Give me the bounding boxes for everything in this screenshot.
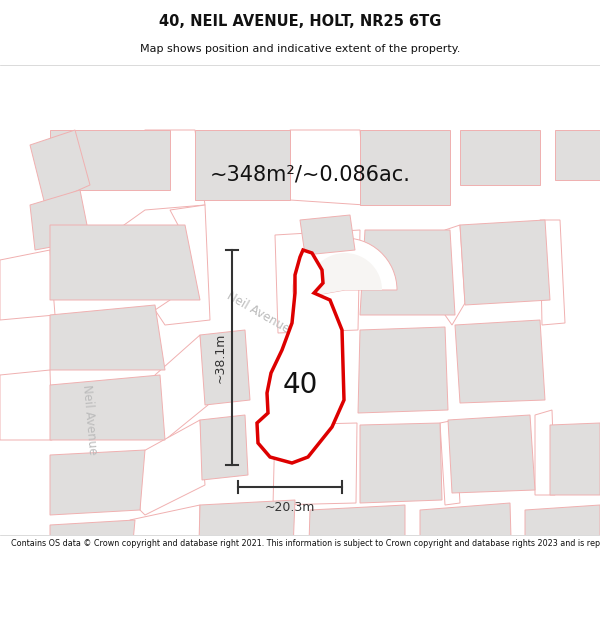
- Text: Neil Avenue: Neil Avenue: [80, 384, 100, 456]
- Polygon shape: [550, 423, 600, 495]
- Polygon shape: [360, 423, 442, 503]
- Polygon shape: [257, 250, 344, 463]
- Polygon shape: [360, 230, 455, 315]
- Text: Map shows position and indicative extent of the property.: Map shows position and indicative extent…: [140, 44, 460, 54]
- Polygon shape: [275, 230, 360, 333]
- Polygon shape: [308, 505, 405, 577]
- Polygon shape: [50, 375, 165, 440]
- Polygon shape: [155, 335, 208, 440]
- Polygon shape: [273, 423, 357, 505]
- Polygon shape: [195, 130, 290, 200]
- Text: 40: 40: [283, 371, 317, 399]
- Text: 40, NEIL AVENUE, HOLT, NR25 6TG: 40, NEIL AVENUE, HOLT, NR25 6TG: [159, 14, 441, 29]
- Text: Neil Avenue: Neil Avenue: [224, 290, 292, 336]
- Text: ~38.1m: ~38.1m: [214, 332, 227, 382]
- Wedge shape: [293, 238, 397, 299]
- Polygon shape: [50, 305, 165, 370]
- Polygon shape: [460, 220, 550, 305]
- Polygon shape: [0, 370, 52, 440]
- Polygon shape: [540, 220, 565, 325]
- Polygon shape: [140, 420, 205, 515]
- Polygon shape: [130, 505, 200, 581]
- Polygon shape: [290, 130, 365, 205]
- Polygon shape: [300, 215, 355, 255]
- Polygon shape: [535, 410, 555, 495]
- Polygon shape: [50, 225, 200, 300]
- Text: ~20.3m: ~20.3m: [265, 501, 315, 514]
- Polygon shape: [440, 420, 460, 505]
- Polygon shape: [555, 130, 600, 180]
- Polygon shape: [445, 225, 465, 325]
- Text: Contains OS data © Crown copyright and database right 2021. This information is : Contains OS data © Crown copyright and d…: [11, 539, 600, 549]
- Polygon shape: [30, 190, 90, 250]
- Polygon shape: [50, 520, 135, 580]
- Polygon shape: [0, 250, 55, 320]
- Polygon shape: [30, 130, 90, 205]
- Polygon shape: [200, 415, 248, 480]
- Polygon shape: [455, 320, 545, 403]
- Polygon shape: [50, 450, 145, 515]
- Polygon shape: [358, 327, 448, 413]
- Polygon shape: [460, 130, 540, 185]
- Wedge shape: [308, 253, 382, 296]
- Polygon shape: [448, 415, 535, 493]
- Polygon shape: [200, 330, 250, 405]
- Polygon shape: [155, 205, 210, 325]
- Polygon shape: [290, 575, 310, 600]
- Polygon shape: [420, 503, 512, 577]
- Polygon shape: [50, 130, 205, 235]
- Text: ~348m²/~0.086ac.: ~348m²/~0.086ac.: [209, 165, 410, 185]
- Polygon shape: [198, 500, 295, 580]
- Polygon shape: [50, 130, 170, 190]
- Polygon shape: [360, 130, 450, 205]
- Polygon shape: [525, 505, 600, 575]
